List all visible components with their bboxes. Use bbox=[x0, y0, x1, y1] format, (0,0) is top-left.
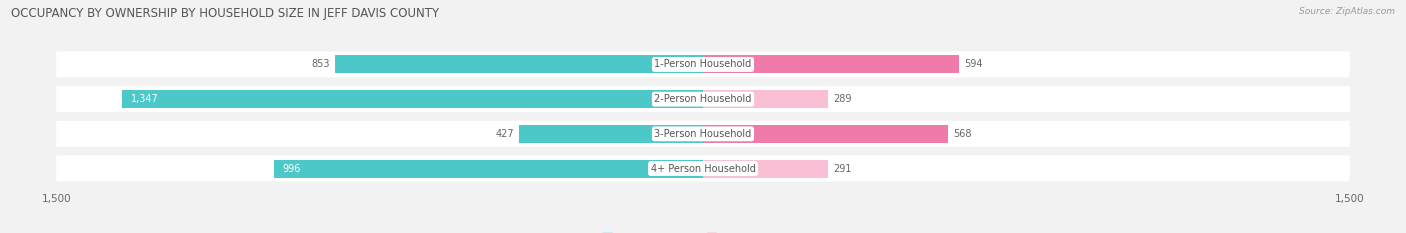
FancyBboxPatch shape bbox=[56, 121, 1350, 147]
Text: 291: 291 bbox=[834, 164, 852, 174]
Bar bbox=[519, 125, 703, 143]
FancyBboxPatch shape bbox=[56, 51, 1350, 78]
Text: 3-Person Household: 3-Person Household bbox=[654, 129, 752, 139]
Bar bbox=[335, 55, 703, 73]
Text: 1-Person Household: 1-Person Household bbox=[654, 59, 752, 69]
FancyBboxPatch shape bbox=[56, 155, 1350, 182]
Text: 996: 996 bbox=[283, 164, 301, 174]
Text: 594: 594 bbox=[965, 59, 983, 69]
Bar bbox=[274, 160, 703, 178]
Text: 289: 289 bbox=[832, 94, 851, 104]
Bar bbox=[703, 160, 828, 178]
Bar bbox=[703, 55, 959, 73]
Bar bbox=[703, 125, 948, 143]
Bar bbox=[703, 90, 828, 108]
Text: 568: 568 bbox=[953, 129, 972, 139]
Text: 427: 427 bbox=[495, 129, 513, 139]
FancyBboxPatch shape bbox=[56, 86, 1350, 112]
Bar bbox=[122, 90, 703, 108]
Text: OCCUPANCY BY OWNERSHIP BY HOUSEHOLD SIZE IN JEFF DAVIS COUNTY: OCCUPANCY BY OWNERSHIP BY HOUSEHOLD SIZE… bbox=[11, 7, 439, 20]
Text: 853: 853 bbox=[312, 59, 330, 69]
Text: 2-Person Household: 2-Person Household bbox=[654, 94, 752, 104]
Text: 4+ Person Household: 4+ Person Household bbox=[651, 164, 755, 174]
Text: Source: ZipAtlas.com: Source: ZipAtlas.com bbox=[1299, 7, 1395, 16]
Text: 1,347: 1,347 bbox=[131, 94, 159, 104]
